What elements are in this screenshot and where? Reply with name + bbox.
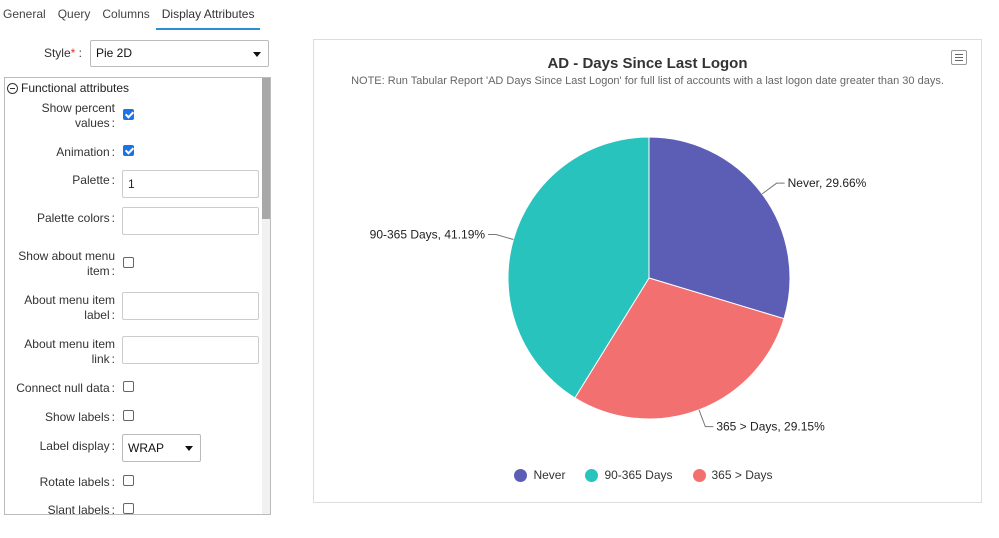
menu-line [955,57,963,58]
pie-slice-90-365-days[interactable] [507,136,650,399]
pie-slice-365-days[interactable] [574,277,785,420]
animation-label-text: Animation [56,145,110,159]
pie-data-label: Never, 29.66% [788,176,867,190]
field-palette-colors: Palette colors: [5,207,263,235]
chevron-down-icon [185,446,193,451]
show-labels-checkbox[interactable] [123,410,134,421]
palette-label: Palette: [72,173,115,187]
about-menu-label-label-text: About menu item label [24,293,115,322]
legend-label: Never [533,468,566,482]
label-display-select[interactable]: WRAP [122,434,201,462]
chevron-down-icon [253,51,261,57]
chart-subtitle: NOTE: Run Tabular Report 'AD Days Since … [351,75,944,87]
collapse-minus-icon[interactable] [7,82,18,94]
field-about-menu-label: About menu item label: [5,292,263,322]
legend-swatch [514,468,528,482]
pie-data-label: 90-365 Days, 41.19% [370,228,486,242]
palette-colors-label: Palette colors: [36,211,115,225]
connect-null-label: Connect null data: [16,381,115,395]
menu-line [955,54,963,55]
animation-label: Animation: [56,145,115,159]
slant-labels-checkbox[interactable] [123,503,134,514]
pie-leader-line [698,409,714,428]
palette-input[interactable]: 1 [122,170,259,198]
pie-chart: Never, 29.66% 365 > Days, 29.15% 90-365 Da… [370,136,867,434]
show-about-menu-label-text: Show about menu item [18,249,115,278]
legend-label: 90-365 Days [604,468,673,482]
show-labels-label-text: Show labels [44,410,110,424]
field-rotate-labels: Rotate labels: [5,474,263,492]
palette-colors-label-text: Palette colors [36,211,110,225]
about-menu-label-label: About menu item label: [24,293,115,322]
field-show-labels: Show labels: [5,409,263,427]
tab-columns[interactable]: Columns [102,7,150,21]
rotate-labels-label-text: Rotate labels [39,475,110,489]
style-select[interactable]: Pie 2D [90,40,269,67]
legend-item-365-days[interactable]: 365 > Days [692,468,773,482]
field-show-percent: Show percent values: [5,100,263,134]
about-menu-link-input[interactable] [122,336,259,364]
label-display-label: Label display: [39,439,115,453]
panel-scrollbar[interactable] [262,78,270,514]
style-row: Style* : Pie 2D [0,40,271,68]
field-slant-labels: Slant labels: [5,502,263,515]
tab-bar: General Query Columns Display Attributes [0,0,261,30]
functional-attributes-header[interactable]: Functional attributes [5,79,129,97]
slant-labels-label-text: Slant labels [47,503,110,515]
about-menu-label-input[interactable] [122,292,259,320]
show-percent-label-text: Show percent values [41,101,115,130]
show-percent-checkbox[interactable] [123,109,134,120]
field-connect-null: Connect null data: [5,380,263,398]
about-menu-link-label-text: About menu item link [24,337,115,366]
field-about-menu-link: About menu item link: [5,336,263,366]
pie-slice-never[interactable] [648,136,791,320]
show-percent-label: Show percent values: [41,101,115,130]
show-about-menu-label: Show about menu item: [18,249,115,278]
chart-legend: Never 90-365 Days 365 > Days [314,468,973,482]
menu-line [955,60,963,61]
pie-data-label: 365 > Days, 29.15% [716,420,825,434]
functional-attributes-title: Functional attributes [21,81,130,95]
legend-swatch [692,468,706,482]
about-menu-link-label: About menu item link: [24,337,115,366]
animation-checkbox[interactable] [123,145,134,156]
palette-colors-input[interactable] [122,207,259,235]
required-mark: * [70,46,76,60]
chart-card: Never, 29.66% 365 > Days, 29.15% 90-365 Da… [313,39,982,503]
legend-item-90-365-days[interactable]: 90-365 Days [585,468,673,482]
rotate-labels-label: Rotate labels: [39,475,115,489]
style-label-text: Style [43,46,71,60]
show-about-menu-checkbox[interactable] [123,257,134,268]
field-show-about-menu: Show about menu item: [5,248,263,282]
pie-leader-line [761,182,785,195]
style-label: Style* : [43,46,82,60]
rotate-labels-checkbox[interactable] [123,475,134,486]
panel-scroll-thumb[interactable] [262,78,270,219]
legend-label: 365 > Days [711,468,773,482]
hamburger-menu-icon[interactable] [951,50,967,65]
legend-swatch [585,468,599,482]
tab-general[interactable]: General [3,7,46,21]
tab-query[interactable]: Query [57,7,91,21]
field-palette: Palette: 1 [5,170,263,198]
functional-attributes-panel: Functional attributes Show percent value… [4,77,271,515]
tab-display-attributes[interactable]: Display Attributes [155,0,261,30]
field-label-display: Label display: WRAP [5,434,263,462]
label-display-value: WRAP [128,441,164,455]
field-animation: Animation: [5,144,263,162]
palette-label-text: Palette [72,173,110,187]
label-display-label-text: Label display [39,439,110,453]
connect-null-label-text: Connect null data [16,381,110,395]
pie-leader-line [488,234,514,240]
chart-title: AD - Days Since Last Logon [547,55,748,72]
slant-labels-label: Slant labels: [47,503,115,515]
legend-item-never[interactable]: Never [514,468,565,482]
style-select-value: Pie 2D [96,46,133,60]
show-labels-label: Show labels: [44,410,115,424]
connect-null-checkbox[interactable] [123,381,134,392]
